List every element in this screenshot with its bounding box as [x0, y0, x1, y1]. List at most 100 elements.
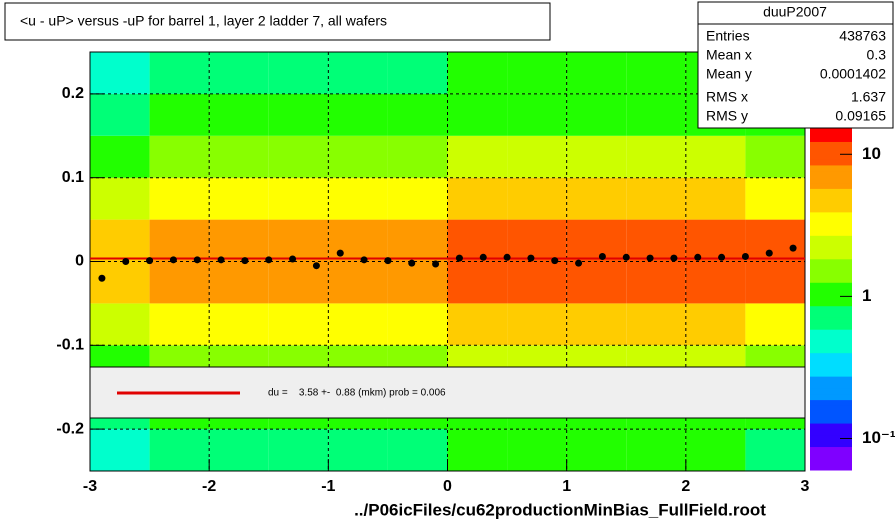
stats-value: 0.0001402 [820, 66, 886, 82]
heat-cell [209, 52, 269, 94]
heat-cell [566, 177, 627, 220]
stats-name: Mean x [706, 47, 752, 63]
color-bar-segment [810, 399, 852, 406]
heat-cell [268, 52, 329, 94]
heat-cell [90, 261, 150, 304]
heat-cell [447, 52, 508, 94]
heat-cell [209, 303, 269, 346]
heat-cell [328, 52, 388, 94]
heat-cell [507, 52, 567, 94]
heat-cell [626, 52, 686, 94]
heat-cell [507, 261, 567, 304]
heat-cell [447, 261, 508, 304]
profile-point [98, 274, 106, 282]
color-bar-segment [810, 153, 852, 160]
heat-cell [507, 93, 567, 136]
heat-cell [507, 429, 567, 471]
profile-point [146, 257, 154, 265]
profile-point [312, 262, 320, 270]
heat-cell [387, 219, 448, 262]
color-bar-segment [810, 252, 852, 260]
heat-cell [685, 219, 746, 262]
color-bar-segment [810, 458, 852, 465]
profile-point [622, 253, 630, 261]
x-tick-label: 0 [443, 478, 452, 495]
profile-point [527, 254, 535, 262]
profile-point [432, 260, 440, 268]
color-bar-segment [810, 200, 852, 207]
heat-cell [268, 261, 329, 304]
profile-point [289, 255, 297, 263]
heat-cell [507, 219, 567, 262]
heat-cell [387, 303, 448, 346]
heat-cell [685, 303, 746, 346]
color-bar-segment [810, 176, 852, 184]
y-tick-label: 0 [75, 253, 84, 270]
color-bar-segment [810, 264, 852, 272]
heat-cell [626, 303, 686, 346]
heat-cell [209, 429, 269, 471]
heat-cell [566, 93, 627, 136]
heat-cell [209, 177, 269, 220]
chart-title: <u - uP> versus -uP for barrel 1, layer … [20, 13, 387, 29]
heat-cell [268, 219, 329, 262]
color-bar-segment [810, 170, 852, 178]
color-bar-segment [810, 346, 852, 354]
color-bar-segment [810, 364, 852, 371]
color-bar-segment [810, 229, 852, 236]
heat-cell [387, 135, 448, 178]
color-bar-segment [810, 370, 852, 377]
heat-cell [209, 135, 269, 178]
heat-cell [685, 135, 746, 178]
heat-cell [387, 177, 448, 220]
heat-cell [328, 135, 388, 178]
color-bar-segment [810, 305, 852, 313]
heat-cell [447, 303, 508, 346]
heat-cell [745, 303, 805, 346]
color-bar-segment [810, 217, 852, 225]
color-bar-segment [810, 393, 852, 401]
color-bar-segment [810, 428, 852, 436]
heat-cell [328, 93, 388, 136]
color-bar-segment [810, 382, 852, 389]
x-tick-label: -2 [202, 478, 216, 495]
heat-cell [387, 52, 448, 94]
color-bar-segment [810, 147, 852, 154]
heat-cell [209, 219, 269, 262]
profile-point [241, 257, 249, 265]
heat-cell [507, 177, 567, 220]
heat-cell [149, 177, 210, 220]
heat-cell [387, 261, 448, 304]
color-bar-segment [810, 235, 852, 242]
profile-point [694, 253, 702, 261]
color-bar-segment [810, 276, 852, 283]
fit-legend-text: du = 3.58 +- 0.88 (mkm) prob = 0.006 [268, 388, 446, 399]
heat-cell [149, 52, 210, 94]
stats-box [697, 1, 894, 129]
heat-cell [149, 219, 210, 262]
z-tick-label: 1 [862, 286, 871, 305]
color-bar-segment [810, 317, 852, 324]
stats-name: Entries [706, 28, 750, 44]
profile-point [479, 253, 487, 261]
stats-name: RMS x [706, 89, 748, 105]
heat-cell [90, 52, 150, 94]
x-tick-label: 2 [681, 478, 690, 495]
color-bar-segment [810, 323, 852, 330]
color-bar-segment [810, 258, 852, 266]
heat-cell [626, 93, 686, 136]
heat-cell [268, 429, 329, 471]
heat-cell [149, 303, 210, 346]
heat-cell [626, 135, 686, 178]
heat-cell [745, 261, 805, 304]
profile-point [646, 254, 654, 262]
heat-cell [685, 177, 746, 220]
heat-cell [566, 219, 627, 262]
heat-cell [149, 429, 210, 471]
color-bar-segment [810, 387, 852, 395]
color-bar-segment [810, 440, 852, 448]
heat-cell [447, 429, 508, 471]
profile-point [455, 254, 463, 262]
profile-point [336, 249, 344, 257]
color-bar-segment [810, 270, 852, 277]
